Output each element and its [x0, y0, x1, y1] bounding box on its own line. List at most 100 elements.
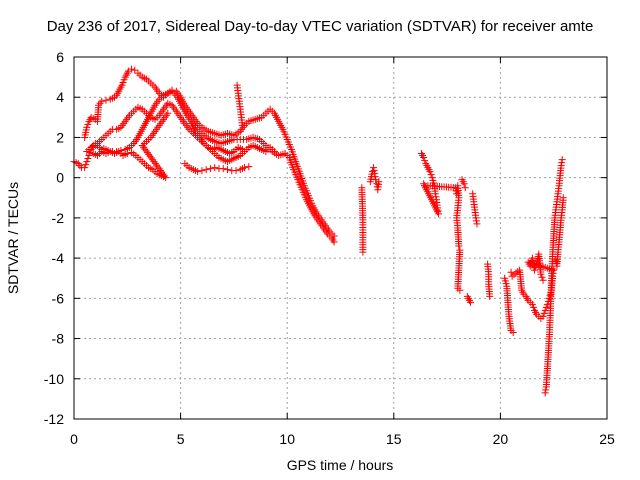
data-point	[154, 163, 162, 171]
x-tick-label: 10	[279, 431, 295, 447]
y-tick-label: 4	[56, 89, 64, 105]
data-point	[211, 164, 219, 172]
x-tick-label: 20	[493, 431, 509, 447]
data-point	[420, 154, 428, 162]
series-track-6	[358, 150, 494, 306]
y-tick-label: 0	[56, 170, 64, 186]
x-tick-label: 0	[70, 431, 78, 447]
data-point	[153, 161, 161, 169]
series-track-7	[501, 156, 567, 397]
data-point	[143, 149, 151, 157]
data-point	[245, 163, 253, 171]
data-point	[206, 165, 214, 173]
data-point	[159, 170, 167, 178]
data-point	[460, 180, 468, 188]
data-point	[461, 184, 469, 192]
data-point	[431, 190, 439, 198]
data-point	[160, 172, 168, 180]
data-point	[270, 148, 278, 156]
data-point	[375, 178, 383, 186]
data-point	[168, 86, 176, 94]
data-point	[540, 309, 548, 317]
data-point	[198, 167, 206, 175]
data-point	[123, 150, 131, 158]
data-point	[146, 152, 154, 160]
data-point	[151, 159, 159, 167]
data-point	[558, 156, 566, 164]
axis-ticks: -12 -10 -8 -6 -4 -2 0 2 4 6 0 5 10 15 20 25	[44, 49, 615, 447]
data-point	[158, 168, 166, 176]
data-point	[238, 146, 246, 154]
y-tick-label: -12	[44, 411, 64, 427]
data-marks	[70, 65, 567, 397]
y-axis-label: SDTVAR / TECUs	[5, 182, 21, 294]
x-tick-label: 5	[177, 431, 185, 447]
data-point	[539, 312, 547, 320]
data-point	[542, 386, 550, 394]
data-point	[557, 162, 565, 170]
series-track-3	[83, 99, 278, 166]
data-point	[238, 121, 246, 129]
data-point	[541, 389, 549, 397]
data-point	[83, 123, 91, 131]
y-tick-label: -4	[52, 250, 65, 266]
data-point	[473, 220, 481, 228]
data-point	[147, 154, 155, 162]
data-point	[359, 248, 367, 256]
data-point	[529, 303, 537, 311]
data-point	[219, 165, 227, 173]
data-point	[508, 272, 516, 280]
data-point	[472, 214, 480, 222]
data-point	[330, 232, 338, 240]
data-point	[224, 166, 232, 174]
data-point	[241, 164, 249, 172]
data-point	[83, 158, 91, 166]
data-point	[558, 159, 566, 167]
data-point	[543, 300, 551, 308]
y-tick-label: -10	[44, 371, 64, 387]
x-axis-label: GPS time / hours	[287, 457, 394, 473]
data-point	[140, 143, 148, 151]
y-tick-label: 6	[56, 49, 64, 65]
data-point	[455, 242, 463, 250]
data-point	[84, 155, 92, 163]
data-point	[370, 167, 378, 175]
data-point	[330, 238, 338, 246]
data-point	[164, 109, 172, 117]
data-point	[85, 152, 93, 160]
data-point	[128, 65, 136, 73]
y-tick-label: -2	[52, 210, 65, 226]
series-track-4	[89, 109, 172, 182]
data-point	[512, 269, 520, 277]
chart-title: Day 236 of 2017, Sidereal Day-to-day VTE…	[46, 18, 594, 35]
data-point	[456, 286, 464, 294]
x-tick-label: 15	[386, 431, 402, 447]
data-point	[467, 298, 475, 306]
data-point	[145, 150, 153, 158]
y-tick-label: 2	[56, 129, 64, 145]
data-point	[552, 259, 560, 267]
data-point	[486, 292, 494, 300]
data-point	[509, 329, 517, 337]
data-point	[427, 171, 435, 179]
data-point	[102, 96, 110, 104]
data-point	[149, 156, 157, 164]
data-point	[162, 174, 170, 182]
data-point	[421, 157, 429, 165]
data-point	[542, 303, 550, 311]
x-tick-label: 25	[599, 431, 615, 447]
data-point	[537, 270, 545, 278]
data-point	[82, 161, 90, 169]
data-point	[150, 158, 158, 166]
data-point	[81, 164, 89, 172]
data-point	[86, 149, 94, 157]
data-point	[538, 273, 546, 281]
data-point	[371, 173, 379, 181]
data-point	[194, 168, 202, 176]
data-point	[155, 165, 163, 173]
data-point	[202, 166, 210, 174]
series-track-2	[81, 65, 338, 240]
data-point	[84, 120, 92, 128]
data-point	[371, 170, 379, 178]
data-point	[552, 256, 560, 264]
